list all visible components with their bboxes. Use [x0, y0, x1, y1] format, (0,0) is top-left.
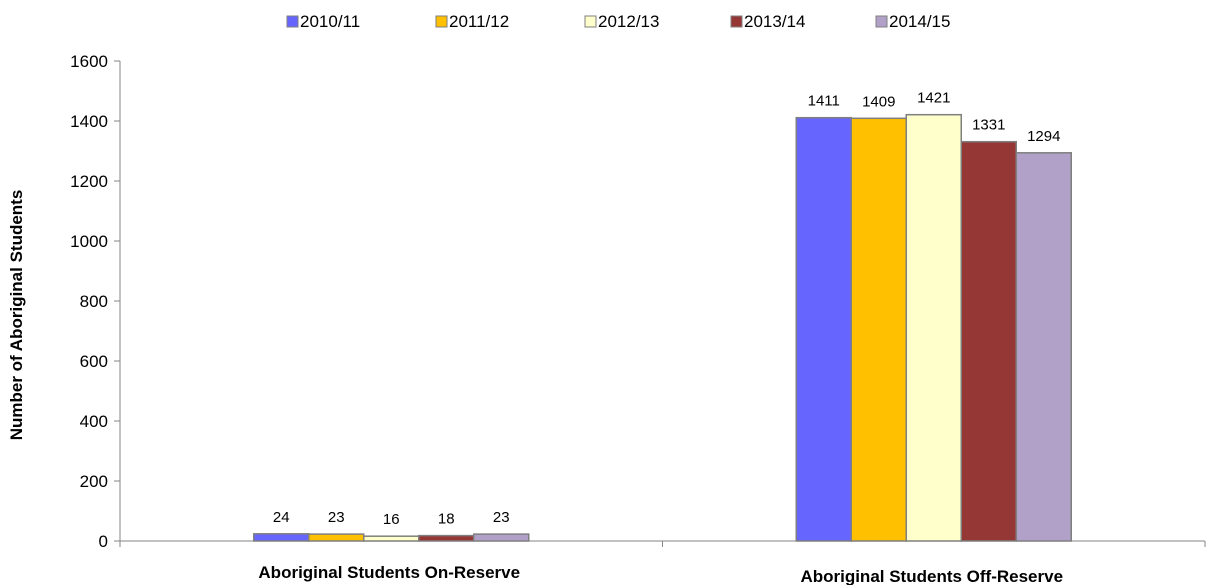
data-label: 1294: [1027, 128, 1060, 145]
legend-label: 2011/12: [449, 12, 509, 31]
bar-2010-11-off-reserve: [795, 116, 852, 542]
bar-2012-13-off-reserve: [905, 113, 962, 542]
legend-label: 2010/11: [300, 12, 360, 31]
y-tick-label: 400: [80, 412, 108, 431]
y-tick-label: 600: [80, 352, 108, 371]
bar-2012-13-on-reserve: [363, 535, 420, 542]
y-tick-label: 1400: [70, 112, 108, 131]
bar-2013-14-on-reserve: [418, 534, 475, 542]
data-label: 23: [493, 509, 510, 526]
data-label: 23: [328, 509, 345, 526]
bar-2011-12-off-reserve: [850, 117, 907, 542]
legend-swatch: [730, 15, 743, 28]
data-label: 18: [438, 511, 455, 528]
y-tick-label: 800: [80, 292, 108, 311]
y-tick-label: 0: [99, 532, 108, 551]
data-label: 1331: [972, 117, 1005, 134]
y-tick-label: 1600: [70, 52, 108, 71]
data-label: 24: [273, 509, 290, 526]
bar-2013-14-off-reserve: [960, 140, 1017, 542]
bar-2014-15-off-reserve: [1015, 152, 1072, 542]
legend-label: 2012/13: [598, 12, 659, 31]
y-tick-label: 1000: [70, 232, 108, 251]
bar-2010-11-on-reserve: [253, 533, 310, 542]
bars: [253, 113, 1072, 542]
legend-swatch: [584, 15, 597, 28]
y-axis: 0 200 400 600 800 1000 1200 1400 1600: [70, 52, 121, 551]
legend: 2010/11 2011/12 2012/13 2013/14 2014/15: [286, 12, 950, 31]
category-labels: Aboriginal Students On-Reserve Aboriginal…: [258, 563, 1063, 585]
data-label: 16: [383, 511, 400, 528]
y-tick-label: 1200: [70, 172, 108, 191]
category-label: Aboriginal Students On-Reserve: [258, 563, 520, 582]
data-label: 1411: [808, 93, 840, 110]
category-label: Aboriginal Students Off-Reserve: [800, 567, 1063, 585]
legend-swatch: [286, 15, 299, 28]
legend-swatch: [435, 15, 448, 28]
y-tick-label: 200: [80, 472, 108, 491]
bar-2011-12-on-reserve: [308, 533, 365, 542]
data-label: 1409: [862, 93, 895, 110]
data-label: 1421: [917, 90, 950, 107]
bar-2014-15-on-reserve: [473, 533, 530, 542]
legend-label: 2013/14: [744, 12, 805, 31]
y-axis-title: Number of Aboriginal Students: [7, 190, 26, 441]
x-axis: [119, 540, 1206, 547]
data-labels: 24 23 16 18 23 1411 1409 1421 1331 1294: [273, 90, 1061, 529]
legend-label: 2014/15: [889, 12, 950, 31]
legend-swatch: [875, 15, 888, 28]
